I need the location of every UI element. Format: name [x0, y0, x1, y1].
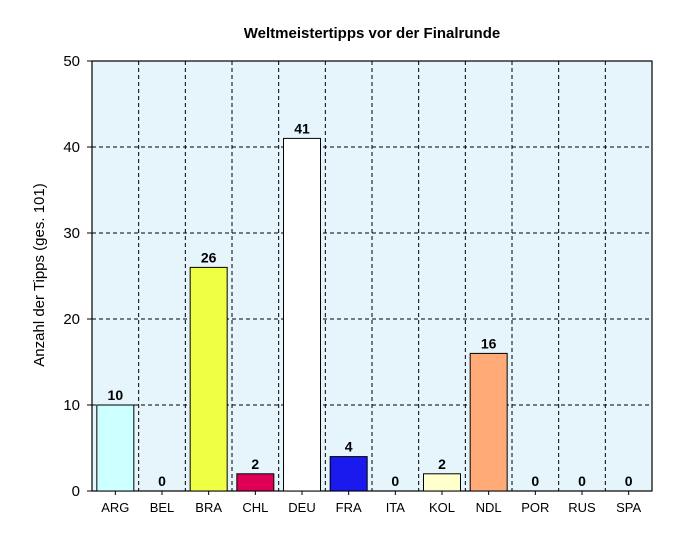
data-label-chl: 2: [251, 456, 259, 472]
data-label-bra: 26: [201, 249, 217, 265]
y-axis-label: Anzahl der Tipps (ges. 101): [31, 183, 48, 366]
x-tick-label-por: POR: [521, 500, 549, 515]
y-tick-label: 40: [63, 139, 80, 156]
x-tick-label-ita: ITA: [386, 500, 406, 515]
x-tick-label-deu: DEU: [288, 500, 315, 515]
x-tick-label-arg: ARG: [101, 500, 129, 515]
plot-border: [91, 60, 653, 492]
bar-bra: [189, 266, 228, 492]
y-tick-label: 20: [63, 311, 80, 328]
data-label-fra: 4: [345, 439, 353, 455]
data-label-bel: 0: [158, 473, 166, 489]
x-tick-label-fra: FRA: [336, 500, 362, 515]
x-tick-label-bra: BRA: [195, 500, 222, 515]
data-label-kol: 2: [438, 456, 446, 472]
y-tick-label: 0: [72, 483, 80, 500]
plot-area: 0102030405010ARG0BEL26BRA2CHL41DEU4FRA0I…: [63, 53, 653, 515]
bar-ndl: [469, 352, 508, 492]
data-label-ndl: 16: [481, 335, 497, 351]
bar-kol: [423, 473, 461, 492]
x-tick-label-kol: KOL: [429, 500, 455, 515]
bar-deu: [283, 137, 321, 492]
data-label-spa: 0: [625, 473, 633, 489]
bar-fra: [329, 456, 368, 492]
chart-title: Weltmeistertipps vor der Finalrunde: [244, 25, 500, 42]
data-label-por: 0: [531, 473, 539, 489]
x-tick-label-chl: CHL: [242, 500, 268, 515]
y-tick-label: 10: [63, 397, 80, 414]
data-label-arg: 10: [108, 387, 124, 403]
data-label-ita: 0: [391, 473, 399, 489]
data-label-deu: 41: [294, 120, 310, 136]
x-tick-label-rus: RUS: [568, 500, 596, 515]
bar-arg: [96, 404, 135, 492]
y-tick-label: 50: [63, 53, 80, 70]
x-tick-label-ndl: NDL: [476, 500, 502, 515]
y-tick-label: 30: [63, 225, 80, 242]
data-label-rus: 0: [578, 473, 586, 489]
bar-chl: [236, 473, 275, 492]
x-tick-label-spa: SPA: [616, 500, 641, 515]
x-tick-label-bel: BEL: [150, 500, 175, 515]
